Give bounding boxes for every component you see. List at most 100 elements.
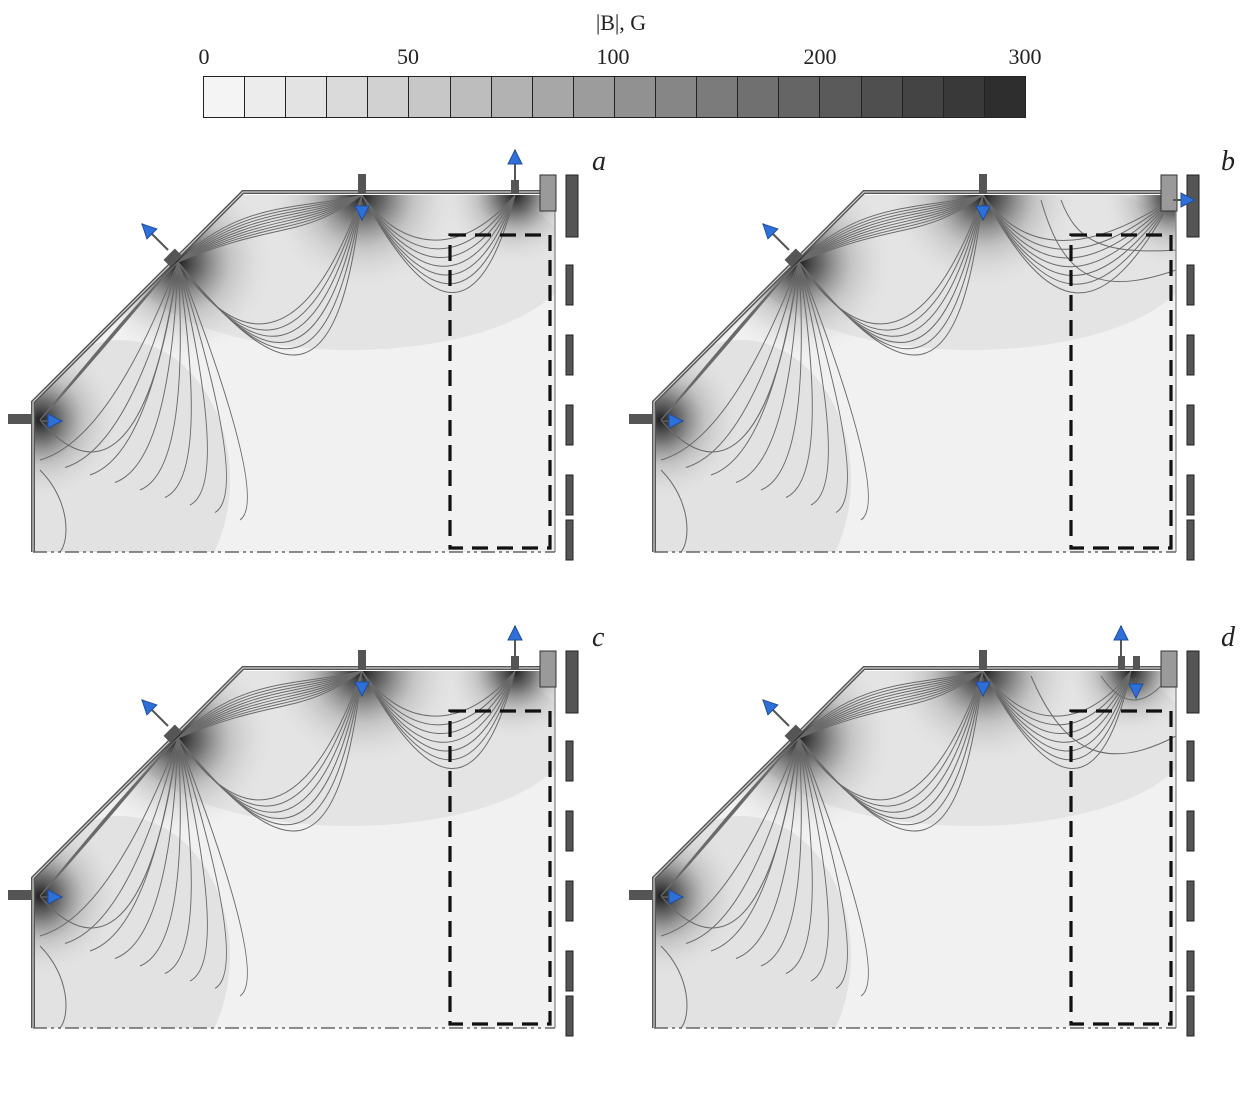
- magnet-left: [629, 890, 653, 900]
- magnet-diagonal: [163, 724, 182, 743]
- magnetization-arrow-icon: [354, 205, 370, 222]
- field-hotspot: [1066, 671, 1176, 736]
- field-line: [982, 671, 1132, 734]
- field-line: [361, 671, 516, 761]
- field-line: [660, 261, 800, 453]
- field-line: [798, 671, 984, 832]
- field-line: [361, 195, 516, 258]
- field-line: [798, 671, 984, 739]
- field-line: [982, 195, 1174, 285]
- colorbar-tick-50: 50: [397, 44, 419, 69]
- colorbar-tick-100: 100: [596, 44, 630, 69]
- side-coil: [565, 174, 579, 238]
- field-line: [660, 737, 800, 937]
- field-region: [654, 671, 1176, 1028]
- colorbar-swatch: [490, 76, 533, 118]
- field-line: [798, 195, 984, 263]
- field-line: [177, 195, 363, 263]
- field-line: [361, 671, 516, 717]
- corner-coil: [1160, 174, 1178, 212]
- field-line: [177, 737, 227, 989]
- magnetization-arrow-icon: [762, 223, 779, 240]
- field-line: [798, 261, 848, 513]
- field-line: [798, 671, 984, 739]
- field-line: [177, 671, 363, 739]
- side-coil-segment: [1186, 995, 1195, 1037]
- field-line: [39, 737, 179, 897]
- field-line: [64, 261, 179, 468]
- magnetization-arrow-icon: [47, 889, 64, 905]
- colorbar-swatch: [531, 76, 574, 118]
- magnetization-arrow-icon: [507, 148, 523, 165]
- field-line: [1060, 199, 1176, 252]
- side-coil-segment: [1186, 474, 1195, 516]
- field-line: [798, 195, 984, 263]
- side-coil-segment: [565, 880, 574, 922]
- field-line: [177, 195, 363, 263]
- magnet-left: [8, 890, 32, 900]
- field-line: [798, 195, 984, 356]
- side-coil-segment: [565, 474, 574, 516]
- field-line: [177, 195, 363, 356]
- magnetization-arrow-icon: [141, 223, 158, 240]
- corner-coil: [1160, 650, 1178, 688]
- field-line: [177, 671, 363, 739]
- side-coil-segment: [565, 995, 574, 1037]
- field-line: [361, 195, 516, 250]
- field-line: [735, 261, 800, 483]
- field-line: [798, 195, 984, 263]
- field-line: [798, 195, 984, 263]
- field-line: [361, 671, 516, 743]
- field-line: [785, 737, 813, 974]
- field-line: [177, 195, 363, 263]
- panel-label-c: c: [592, 622, 605, 653]
- field-line: [361, 195, 516, 241]
- colorbar-swatch: [942, 76, 985, 118]
- field-line: [64, 737, 179, 944]
- colorbar-swatch: [655, 76, 698, 118]
- magnet-diagonal: [784, 248, 803, 267]
- colorbar-tick-0: 0: [198, 44, 210, 69]
- field-line: [798, 671, 984, 739]
- field-line: [735, 737, 800, 959]
- field-line: [177, 671, 363, 739]
- field-line: [177, 737, 248, 997]
- field-hotspot: [445, 195, 555, 265]
- panel-label-a: a: [592, 146, 606, 177]
- magnet-corner: [1118, 656, 1125, 670]
- field-lines: [660, 671, 1176, 1028]
- field-line: [982, 195, 1174, 294]
- field-line: [982, 671, 1132, 726]
- corner-coil: [539, 174, 557, 212]
- field-line: [982, 671, 1132, 761]
- magnet-top: [358, 650, 366, 670]
- field-line: [660, 261, 800, 461]
- field-line: [982, 195, 1174, 241]
- colorbar-swatch: [901, 76, 944, 118]
- magnet-left: [629, 414, 653, 424]
- field-line: [177, 261, 208, 506]
- field-line: [177, 195, 363, 263]
- field-line: [798, 671, 984, 739]
- magnetization-arrow-icon: [975, 681, 991, 698]
- field-line: [982, 195, 1174, 268]
- colorbar-swatch: [572, 76, 615, 118]
- field-line: [139, 737, 181, 967]
- field-line: [685, 737, 800, 944]
- field-hotspot: [445, 671, 555, 741]
- field-line: [39, 261, 179, 453]
- panel-a: a: [0, 140, 621, 640]
- field-line: [177, 195, 363, 263]
- magnetization-arrow-icon: [141, 699, 158, 716]
- side-coil-segment: [565, 740, 574, 782]
- side-coil-segment: [1186, 404, 1195, 446]
- field-line: [177, 671, 363, 739]
- colorbar-title: |B|, G: [595, 10, 647, 35]
- magnetization-arrow-icon: [975, 205, 991, 222]
- side-coil-segment: [565, 264, 574, 306]
- side-coil: [1186, 174, 1200, 238]
- field-hotspot: [888, 671, 1078, 766]
- colorbar-swatch: [326, 76, 369, 118]
- dashed-region: [448, 233, 552, 550]
- field-line: [798, 261, 869, 521]
